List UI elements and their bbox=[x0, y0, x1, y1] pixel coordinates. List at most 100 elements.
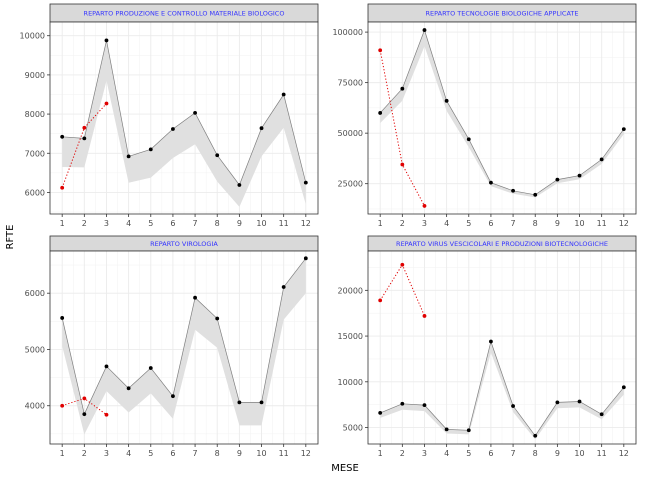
y-tick-label: 20000 bbox=[338, 286, 363, 295]
data-point bbox=[148, 147, 153, 152]
x-tick-label: 2 bbox=[400, 449, 405, 458]
x-tick-label: 7 bbox=[511, 219, 516, 228]
x-tick-label: 3 bbox=[422, 449, 427, 458]
x-tick-label: 1 bbox=[378, 219, 383, 228]
confidence-band bbox=[62, 258, 306, 435]
data-point bbox=[466, 428, 471, 433]
x-tick-label: 6 bbox=[488, 449, 493, 458]
data-point bbox=[621, 127, 626, 132]
panel-1: REPARTO PRODUZIONE E CONTROLLO MATERIALE… bbox=[20, 3, 319, 228]
data-point bbox=[533, 192, 538, 197]
panel-title: REPARTO VIROLOGIA bbox=[150, 240, 218, 248]
data-point bbox=[104, 364, 109, 369]
red-data-point bbox=[104, 412, 109, 417]
data-point bbox=[422, 403, 427, 408]
x-tick-label: 11 bbox=[279, 219, 289, 228]
red-data-point bbox=[82, 396, 87, 401]
x-tick-label: 6 bbox=[170, 219, 175, 228]
panel-title: REPARTO TECNOLOGIE BIOLOGICHE APPLICATE bbox=[426, 9, 579, 17]
x-tick-label: 10 bbox=[256, 219, 266, 228]
panels-group: REPARTO PRODUZIONE E CONTROLLO MATERIALE… bbox=[20, 3, 637, 458]
x-tick-label: 7 bbox=[193, 219, 198, 228]
x-tick-label: 5 bbox=[148, 449, 153, 458]
y-tick-label: 9000 bbox=[25, 71, 45, 80]
data-point bbox=[400, 86, 405, 91]
x-tick-label: 5 bbox=[466, 219, 471, 228]
data-point bbox=[193, 295, 197, 300]
x-tick-label: 11 bbox=[279, 449, 289, 458]
y-tick-label: 4000 bbox=[25, 402, 45, 411]
red-data-point bbox=[422, 314, 427, 318]
x-tick-label: 3 bbox=[104, 219, 109, 228]
y-tick-label: 15000 bbox=[338, 332, 363, 341]
x-tick-label: 8 bbox=[533, 219, 538, 228]
data-point bbox=[259, 126, 264, 131]
y-tick-label: 5000 bbox=[343, 424, 363, 433]
x-tick-label: 6 bbox=[170, 449, 175, 458]
series-line bbox=[62, 40, 307, 186]
x-tick-label: 7 bbox=[511, 449, 516, 458]
x-tick-label: 12 bbox=[301, 219, 311, 228]
x-tick-label: 9 bbox=[237, 219, 242, 228]
x-tick-label: 11 bbox=[597, 449, 607, 458]
data-point bbox=[378, 111, 383, 115]
data-point bbox=[511, 404, 515, 408]
data-point bbox=[489, 180, 493, 185]
data-point bbox=[555, 177, 560, 182]
data-point bbox=[215, 153, 220, 158]
data-point bbox=[104, 38, 109, 43]
data-point bbox=[126, 154, 131, 159]
y-tick-label: 7000 bbox=[25, 149, 45, 158]
red-data-point bbox=[378, 48, 383, 53]
data-point bbox=[237, 400, 242, 405]
x-tick-label: 2 bbox=[400, 219, 405, 228]
y-tick-label: 10000 bbox=[20, 32, 45, 41]
data-point bbox=[148, 366, 153, 370]
x-tick-label: 8 bbox=[215, 449, 220, 458]
y-tick-label: 75000 bbox=[338, 79, 363, 88]
x-tick-label: 10 bbox=[256, 449, 266, 458]
red-data-point bbox=[82, 125, 87, 130]
data-point bbox=[466, 137, 471, 142]
data-point bbox=[444, 98, 449, 103]
data-point bbox=[599, 412, 604, 417]
x-tick-label: 7 bbox=[193, 449, 198, 458]
red-data-point bbox=[104, 101, 109, 106]
data-point bbox=[400, 401, 405, 406]
data-point bbox=[555, 400, 560, 405]
data-point bbox=[303, 256, 308, 261]
y-tick-label: 50000 bbox=[338, 129, 363, 138]
x-tick-label: 2 bbox=[82, 219, 87, 228]
data-point bbox=[126, 386, 131, 391]
data-point bbox=[599, 157, 604, 162]
x-tick-label: 10 bbox=[574, 219, 584, 228]
data-point bbox=[215, 316, 220, 321]
data-point bbox=[489, 339, 493, 344]
x-tick-label: 12 bbox=[301, 449, 311, 458]
data-point bbox=[577, 399, 582, 404]
panel-title: REPARTO PRODUZIONE E CONTROLLO MATERIALE… bbox=[84, 9, 285, 17]
x-tick-label: 5 bbox=[148, 219, 153, 228]
x-axis-title: MESE bbox=[331, 463, 359, 474]
x-tick-label: 12 bbox=[619, 219, 629, 228]
data-point bbox=[281, 285, 286, 289]
red-data-point bbox=[60, 185, 65, 190]
red-data-point bbox=[378, 298, 383, 303]
red-data-point bbox=[60, 403, 65, 408]
x-tick-label: 2 bbox=[82, 449, 87, 458]
x-tick-label: 4 bbox=[444, 449, 449, 458]
x-tick-label: 4 bbox=[444, 219, 449, 228]
plot-border bbox=[49, 21, 319, 215]
x-tick-label: 8 bbox=[215, 219, 220, 228]
data-point bbox=[511, 188, 515, 193]
data-point bbox=[237, 183, 242, 187]
data-point bbox=[60, 316, 65, 320]
x-tick-label: 8 bbox=[533, 449, 538, 458]
data-point bbox=[171, 394, 175, 399]
panel-2: REPARTO TECNOLOGIE BIOLOGICHE APPLICATE 2… bbox=[332, 3, 637, 228]
x-tick-label: 3 bbox=[422, 219, 427, 228]
data-point bbox=[621, 385, 626, 390]
y-tick-label: 5000 bbox=[25, 345, 45, 354]
x-tick-label: 1 bbox=[378, 449, 383, 458]
